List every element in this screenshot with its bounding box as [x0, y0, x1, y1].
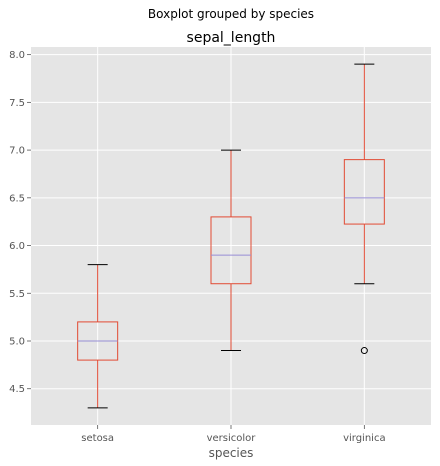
y-tick-label: 5.5: [9, 289, 25, 300]
box-setosa: [77, 264, 119, 409]
x-tick-label: versicolor: [207, 433, 257, 444]
x-tick-label: virginica: [343, 433, 386, 444]
iqr-box: [343, 159, 385, 225]
y-tick-label: 7.0: [9, 146, 25, 157]
x-axis: setosa versicolor virginica: [81, 425, 386, 444]
x-tick-label: setosa: [81, 433, 114, 444]
y-tick-label: 5.0: [9, 337, 25, 348]
y-tick-label: 8.0: [9, 50, 25, 61]
y-tick-label: 7.5: [9, 98, 25, 109]
y-tick-label: 6.5: [9, 193, 25, 204]
y-tick-label: 4.5: [9, 384, 25, 395]
plot-title: sepal_length: [187, 30, 276, 46]
x-axis-label: species: [209, 446, 254, 460]
outlier-point: [360, 347, 368, 355]
chart-suptitle: Boxplot grouped by species: [148, 7, 314, 21]
y-axis: 4.5 5.0 5.5 6.0 6.5 7.0 7.5 8.0: [9, 50, 31, 395]
y-tick-label: 6.0: [9, 241, 25, 252]
box-group: [77, 63, 385, 409]
box-versicolor: [210, 149, 252, 352]
iqr-box: [210, 216, 252, 285]
box-virginica: [343, 63, 385, 355]
